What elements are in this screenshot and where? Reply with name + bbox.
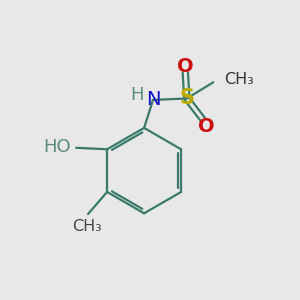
- Text: H: H: [130, 85, 143, 103]
- Text: CH₃: CH₃: [224, 72, 254, 87]
- Text: CH₃: CH₃: [72, 219, 101, 234]
- Text: O: O: [177, 57, 194, 76]
- Text: O: O: [198, 117, 215, 136]
- Text: S: S: [179, 88, 194, 109]
- Text: N: N: [146, 90, 160, 110]
- Text: HO: HO: [43, 138, 71, 156]
